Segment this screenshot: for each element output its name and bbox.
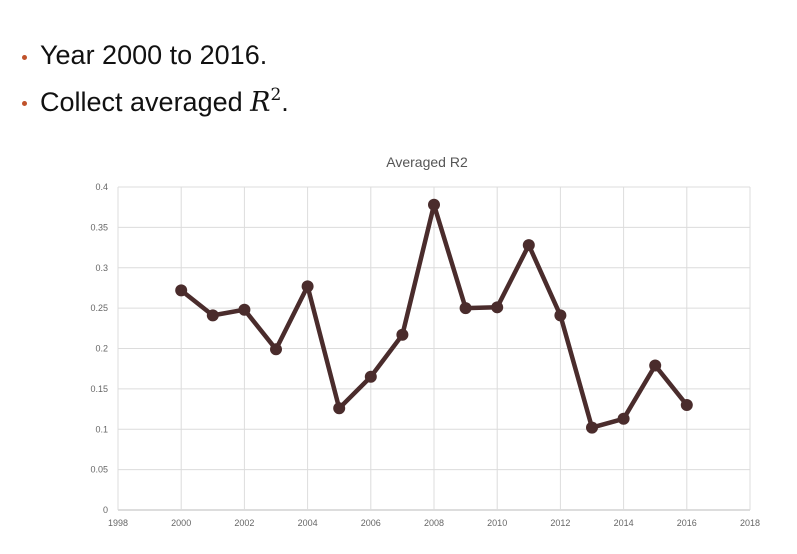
data-point (428, 198, 440, 211)
x-tick-label: 2010 (487, 518, 507, 528)
data-point (617, 412, 630, 425)
x-tick-label: 1998 (108, 518, 128, 528)
bullet-text-prefix: Collect averaged (40, 86, 251, 117)
y-tick-label: 0.05 (90, 465, 108, 475)
data-point (554, 309, 567, 322)
data-point (333, 402, 346, 415)
y-tick-label: 0 (103, 505, 108, 515)
data-point (175, 284, 188, 297)
chart-title: Averaged R2 (386, 154, 468, 170)
data-point (459, 302, 472, 315)
math-superscript: 2 (270, 84, 282, 105)
bullet-dot-icon (22, 54, 27, 60)
y-tick-label: 0.4 (95, 182, 108, 192)
y-tick-label: 0.3 (95, 263, 108, 273)
x-tick-label: 2014 (614, 518, 634, 528)
x-tick-label: 2000 (171, 518, 191, 528)
data-point (680, 399, 693, 412)
bullet-text-years: Year 2000 to 2016. (40, 39, 268, 70)
x-tick-label: 2018 (740, 518, 760, 528)
data-point (586, 421, 598, 434)
x-tick-label: 2006 (361, 518, 381, 528)
bullet-dot-icon (22, 100, 27, 106)
data-point (649, 359, 662, 372)
x-tick-label: 2016 (677, 518, 697, 528)
tick-layer: 0 0.05 0.1 0.15 0.2 0.25 0.3 0.35 0.4 1998 2000 200… (90, 182, 760, 528)
y-tick-label: 0.2 (95, 344, 108, 354)
x-tick-label: 2008 (424, 518, 444, 528)
grid-layer (117, 186, 751, 511)
data-point (238, 303, 251, 316)
data-point (522, 239, 535, 252)
bullet-text-collect: Collect averaged R2. (40, 85, 289, 118)
y-tick-label: 0.15 (90, 384, 108, 394)
y-tick-label: 0.1 (95, 424, 108, 434)
x-tick-label: 2012 (550, 518, 570, 528)
bullet-text-suffix: . (281, 86, 289, 117)
data-point (301, 280, 314, 293)
y-tick-label: 0.35 (90, 222, 108, 232)
x-tick-label: 2004 (298, 518, 318, 528)
math-symbol-r: R (250, 86, 271, 118)
data-point (270, 343, 282, 356)
data-point (491, 301, 504, 314)
series-layer (175, 198, 693, 434)
y-tick-label: 0.25 (90, 303, 108, 313)
averaged-r2-chart: Averaged R2 0 0.05 0.1 0.15 0.2 0.25 0.3 0.35 0.… (90, 154, 760, 528)
bullet-list: Year 2000 to 2016. Collect averaged R2. (22, 32, 289, 124)
bullet-item-years: Year 2000 to 2016. (22, 32, 289, 78)
data-point (206, 309, 219, 322)
bullet-item-collect: Collect averaged R2. (22, 78, 289, 124)
data-point (364, 370, 377, 383)
x-tick-label: 2002 (234, 518, 254, 528)
data-point (396, 328, 409, 341)
